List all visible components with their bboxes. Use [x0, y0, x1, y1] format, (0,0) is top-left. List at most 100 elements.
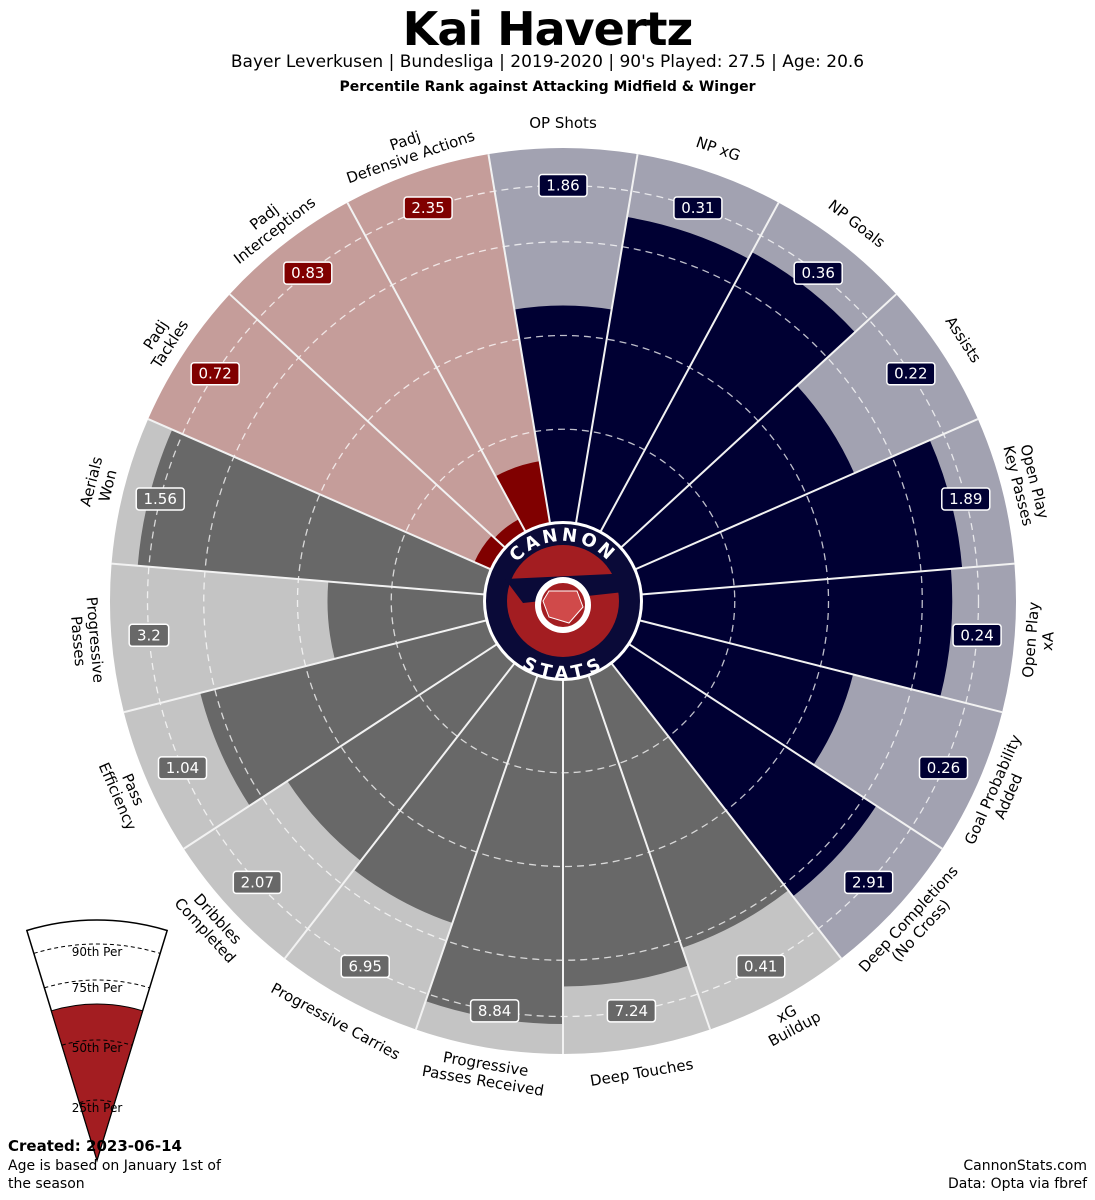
category-label: Passes: [67, 615, 89, 667]
value-label-bg: [606, 999, 657, 1023]
value-label-box: 0.36: [793, 261, 843, 285]
value-label-box: 3.2: [128, 623, 170, 648]
slice-divider: [147, 418, 492, 571]
value-label-bg: [941, 487, 991, 511]
page-title: Kai Havertz: [402, 2, 694, 56]
slice-bar: [638, 568, 953, 697]
slice-background: [229, 202, 526, 549]
slice-bar: [563, 674, 689, 987]
value-label-box: 0.83: [283, 261, 333, 285]
value-label-bg: [793, 261, 843, 285]
slice-bar: [425, 674, 563, 1024]
legend-label: 75th Per: [72, 981, 123, 995]
slice-divider: [183, 642, 499, 850]
value-label-box: 6.95: [340, 954, 390, 979]
slice-bar: [588, 662, 789, 948]
slice-bar: [610, 643, 877, 897]
value-label: 2.91: [852, 873, 885, 891]
value-label: 1.56: [144, 490, 177, 508]
slice-bar: [287, 643, 516, 861]
player-subtitle: Bayer Leverkusen | Bundesliga | 2019-202…: [230, 52, 865, 72]
value-label-bg: [843, 870, 894, 895]
value-label: 2.07: [241, 873, 274, 891]
value-label-box: 0.72: [190, 361, 240, 386]
value-label: 0.31: [681, 199, 714, 217]
value-label: 3.2: [137, 626, 161, 644]
value-label-bg: [469, 999, 520, 1023]
value-label: 1.89: [949, 490, 982, 508]
legend-label: 50th Per: [72, 1041, 123, 1055]
slice-bar: [474, 535, 506, 570]
legend-label: 90th Per: [72, 945, 123, 959]
value-label-bg: [190, 361, 240, 386]
value-label-bg: [918, 756, 969, 780]
legend-ring: [33, 943, 161, 954]
value-label: 0.24: [960, 626, 993, 644]
legend-ring: [79, 1099, 115, 1104]
value-label-bg: [232, 870, 283, 895]
slice-divider: [346, 202, 527, 533]
value-label-bg: [952, 623, 1002, 648]
slice-bar: [200, 620, 498, 806]
slice-bar: [495, 461, 551, 533]
site-name: CannonStats.com: [963, 1158, 1087, 1174]
slice-divider: [229, 293, 507, 549]
value-label: 0.36: [802, 264, 835, 282]
slice-divider: [587, 674, 712, 1030]
value-label-box: 1.56: [135, 487, 185, 511]
category-label: OP Shots: [529, 114, 597, 132]
value-label: 2.35: [411, 199, 444, 217]
value-label-bg: [128, 623, 170, 648]
slice-bar: [137, 429, 492, 595]
grid-ring: [296, 334, 830, 868]
value-label: 0.41: [744, 957, 777, 975]
value-label-box: 2.07: [232, 870, 283, 895]
legend-ring: [61, 1039, 133, 1046]
slice-divider: [619, 293, 897, 549]
value-label: 7.24: [615, 1002, 648, 1020]
value-label: 0.83: [291, 264, 324, 282]
slice-divider: [640, 562, 1015, 596]
value-label-box: 0.31: [673, 196, 723, 220]
value-label-box: 8.84: [469, 999, 520, 1023]
value-label-bg: [135, 487, 185, 511]
value-label: 0.26: [927, 759, 960, 777]
value-label-bg: [736, 954, 786, 979]
footer-credits: CannonStats.com Data: Opta via fbref: [948, 1157, 1087, 1193]
slice-divider: [283, 661, 516, 960]
value-label-box: 0.24: [952, 623, 1002, 648]
legend-wedge-fill: [50, 1003, 144, 1162]
value-label-bg: [673, 196, 723, 220]
value-label-box: 0.22: [886, 361, 936, 386]
slice-divider: [414, 674, 539, 1030]
slice-divider: [610, 661, 843, 960]
value-label-box: 2.35: [403, 196, 453, 220]
value-label-bg: [538, 173, 588, 198]
slice-divider: [123, 619, 488, 714]
value-label: 6.95: [349, 957, 382, 975]
slice-divider: [599, 202, 780, 533]
value-label: 0.72: [198, 365, 231, 383]
slice-divider: [111, 562, 486, 596]
legend-label: 25th Per: [72, 1101, 123, 1115]
value-label-bg: [283, 261, 333, 285]
slice-bar: [620, 385, 855, 570]
slice-background: [347, 154, 551, 533]
slice-bar: [327, 581, 488, 659]
value-label: 1.04: [166, 759, 199, 777]
slice-divider: [487, 154, 552, 525]
value-label: 8.84: [478, 1002, 511, 1020]
slice-divider: [574, 154, 639, 525]
value-label-box: 7.24: [606, 999, 657, 1023]
slice-bar: [575, 217, 749, 533]
value-label-bg: [340, 954, 390, 979]
slice-divider: [634, 418, 979, 571]
data-source: Data: Opta via fbref: [947, 1176, 1087, 1192]
legend-ring: [44, 979, 150, 989]
value-label-box: 1.04: [157, 756, 208, 780]
slice-bar: [514, 305, 612, 525]
value-label-bg: [886, 361, 936, 386]
